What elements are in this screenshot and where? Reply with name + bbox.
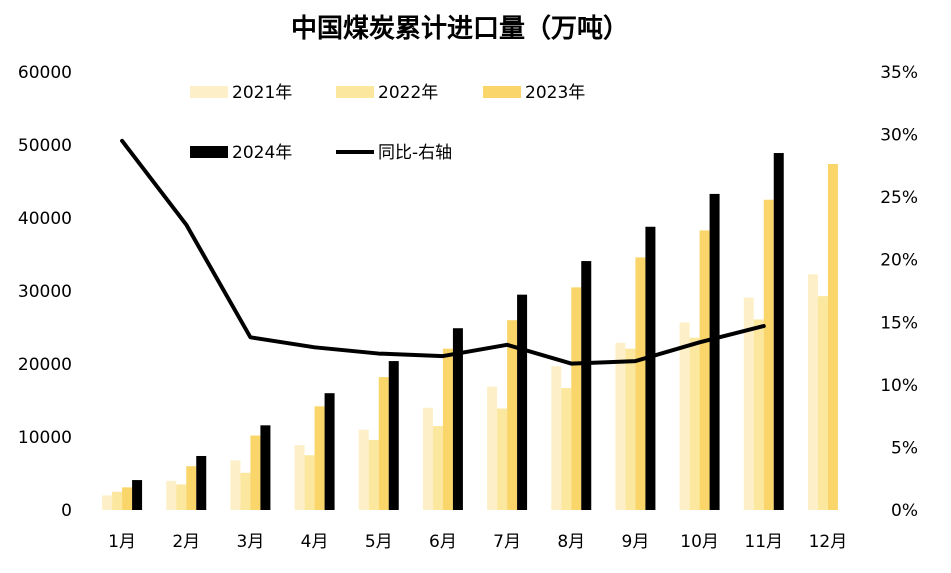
bar-2021年 <box>615 342 626 510</box>
legend: 2021年 2022年 2023年 2024年 同比-右轴 <box>190 83 585 163</box>
y-right-tick-label: 0% <box>891 501 918 521</box>
x-tick-label: 9月 <box>622 532 650 552</box>
bar-2023年 <box>635 257 646 510</box>
bar-2021年 <box>679 322 690 510</box>
y-left-axis: 0 10000 20000 30000 40000 50000 60000 <box>18 63 72 521</box>
y-left-tick-label: 20000 <box>18 355 72 375</box>
bar-2024年 <box>196 455 207 510</box>
y-left-tick-label: 50000 <box>18 136 72 156</box>
bar-2022年 <box>689 337 700 510</box>
y-right-tick-label: 15% <box>880 313 918 333</box>
y-right-tick-label: 5% <box>891 438 918 458</box>
bar-2021年 <box>166 480 177 510</box>
y-left-tick-label: 60000 <box>18 63 72 83</box>
y-left-tick-label: 30000 <box>18 282 72 302</box>
bar-2023年 <box>507 320 518 510</box>
legend-label: 2023年 <box>525 83 585 103</box>
bar-2024年 <box>260 425 271 510</box>
y-left-tick-label: 40000 <box>18 209 72 229</box>
bar-2022年 <box>176 484 187 510</box>
bar-2021年 <box>551 366 562 510</box>
bar-2022年 <box>817 296 828 510</box>
legend-swatch <box>190 86 228 98</box>
x-tick-label: 10月 <box>680 532 719 552</box>
bar-2021年 <box>230 460 241 510</box>
bar-2024年 <box>709 193 720 510</box>
bar-2023年 <box>442 348 453 510</box>
bar-2022年 <box>304 455 315 510</box>
x-tick-label: 1月 <box>108 532 136 552</box>
bar-2022年 <box>368 439 379 510</box>
bar-2024年 <box>517 294 528 510</box>
bar-2024年 <box>452 328 463 510</box>
bar-2021年 <box>487 386 498 510</box>
bar-2022年 <box>753 319 764 510</box>
legend-swatch <box>190 146 228 158</box>
bar-2021年 <box>102 495 113 510</box>
y-right-axis: 0% 5% 10% 15% 20% 25% 30% 35% <box>880 63 918 521</box>
legend-label: 2022年 <box>378 83 438 103</box>
x-tick-label: 2月 <box>172 532 200 552</box>
bar-2024年 <box>132 480 143 510</box>
y-right-tick-label: 30% <box>880 126 918 146</box>
legend-swatch <box>483 86 521 98</box>
y-right-tick-label: 35% <box>880 63 918 83</box>
x-tick-label: 12月 <box>809 532 848 552</box>
bar-2024年 <box>388 361 399 510</box>
bar-2024年 <box>773 153 784 510</box>
bar-2022年 <box>497 408 508 510</box>
bar-2023年 <box>250 435 261 510</box>
bar-2021年 <box>422 407 433 510</box>
x-tick-label: 4月 <box>301 532 329 552</box>
legend-swatch <box>336 86 374 98</box>
y-right-tick-label: 25% <box>880 188 918 208</box>
y-right-tick-label: 20% <box>880 251 918 271</box>
bar-2023年 <box>699 230 710 510</box>
bar-2021年 <box>807 274 818 510</box>
bar-2021年 <box>358 429 369 510</box>
bar-2022年 <box>625 348 636 510</box>
bar-2022年 <box>432 426 443 510</box>
bar-2024年 <box>645 226 656 510</box>
chart-title: 中国煤炭累计进口量（万吨） <box>291 14 629 44</box>
bar-2022年 <box>561 388 572 510</box>
x-tick-label: 8月 <box>557 532 585 552</box>
legend-label: 同比-右轴 <box>378 143 452 163</box>
x-tick-label: 6月 <box>429 532 457 552</box>
bar-2024年 <box>324 393 335 510</box>
yoy-line <box>120 138 766 366</box>
bar-2023年 <box>378 377 389 510</box>
bar-2022年 <box>112 491 123 510</box>
bar-2024年 <box>581 261 592 510</box>
y-left-tick-label: 10000 <box>18 428 72 448</box>
x-tick-label: 11月 <box>744 532 783 552</box>
bar-2023年 <box>186 466 197 510</box>
legend-label: 2024年 <box>232 143 292 163</box>
x-tick-label: 3月 <box>237 532 265 552</box>
bars <box>102 153 838 511</box>
x-tick-label: 7月 <box>493 532 521 552</box>
bar-2023年 <box>763 199 774 510</box>
bar-2023年 <box>122 487 133 510</box>
line-series <box>120 138 766 366</box>
x-tick-label: 5月 <box>365 532 393 552</box>
x-axis: 1月 2月 3月 4月 5月 6月 7月 8月 9月 10月 11月 12月 <box>108 532 847 552</box>
bar-2021年 <box>294 445 305 510</box>
bar-2023年 <box>827 163 838 511</box>
bar-2021年 <box>743 297 754 510</box>
y-left-tick-label: 0 <box>61 501 72 521</box>
bar-2023年 <box>314 406 325 510</box>
bar-2022年 <box>240 472 251 510</box>
legend-label: 2021年 <box>232 83 292 103</box>
bar-2023年 <box>571 287 582 510</box>
y-right-tick-label: 10% <box>880 376 918 396</box>
